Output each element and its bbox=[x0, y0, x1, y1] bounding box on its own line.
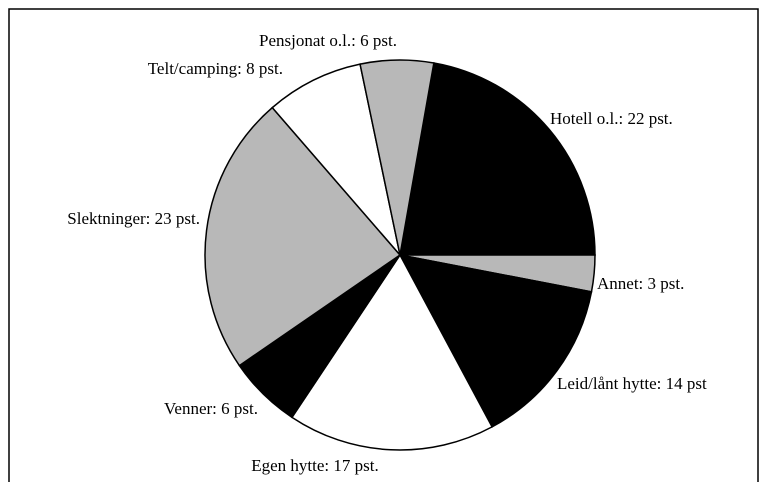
pie-slice bbox=[359, 59, 435, 256]
slice-label: Leid/lånt hytte: 14 pst bbox=[557, 374, 707, 393]
slice-label: Annet: 3 pst. bbox=[597, 274, 684, 293]
slice-label: Slektninger: 23 pst. bbox=[67, 209, 200, 228]
pie-slice bbox=[204, 106, 402, 367]
slice-label: Pensjonat o.l.: 6 pst. bbox=[259, 31, 397, 50]
slice-label: Egen hytte: 17 pst. bbox=[251, 456, 378, 475]
frame bbox=[8, 8, 759, 482]
slice-label: Hotell o.l.: 22 pst. bbox=[550, 109, 673, 128]
pie-slice bbox=[290, 253, 494, 451]
pie-slice bbox=[399, 62, 596, 256]
pie-slice bbox=[398, 253, 593, 428]
pie-slice bbox=[271, 63, 402, 258]
slice-label: Telt/camping: 8 pst. bbox=[148, 59, 283, 78]
slice-label: Venner: 6 pst. bbox=[164, 399, 258, 418]
